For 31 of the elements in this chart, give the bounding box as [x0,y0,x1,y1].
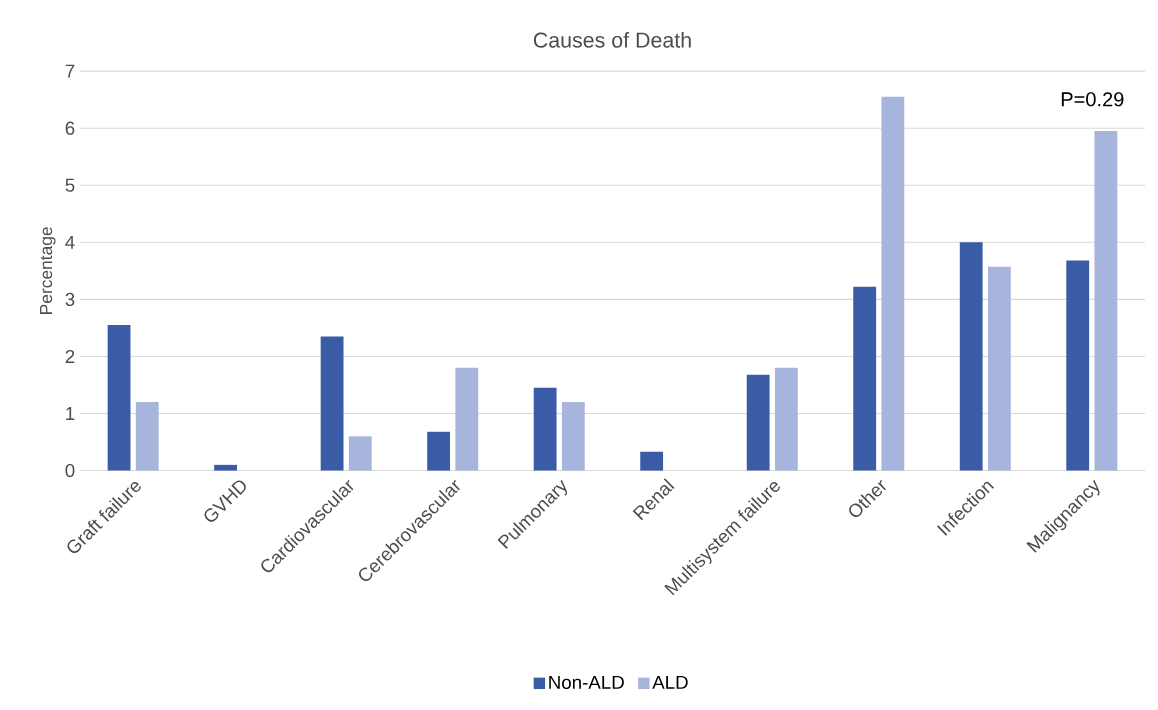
bar [320,336,344,471]
bar [135,401,159,471]
bar [640,451,664,471]
y-tick-label: 5 [65,178,75,192]
bar [881,96,905,471]
bar [1066,260,1090,471]
bar [107,324,131,471]
bar [774,367,798,471]
legend-label: Non-ALD [549,675,624,689]
y-tick-label: 6 [65,121,75,135]
y-tick-label: 7 [65,64,75,78]
chart-title: Causes of Death [533,31,691,48]
bar [853,286,877,471]
bar [214,464,237,471]
bar [455,367,479,471]
y-axis-title: Percentage [40,227,56,314]
bar [1094,130,1118,471]
annotation: P=0.29 [1061,92,1124,107]
y-tick-label: 1 [66,406,75,420]
bar [746,374,770,471]
y-tick-label: 4 [65,235,75,249]
y-tick-label: 0 [65,463,75,478]
bar [427,431,451,471]
bar [959,242,983,471]
bar [987,266,1011,471]
bar [561,401,585,471]
y-tick-label: 3 [65,292,75,306]
bar [533,387,557,471]
legend-label: ALD [652,675,688,689]
bar [348,436,372,471]
y-tick-label: 2 [65,349,75,363]
